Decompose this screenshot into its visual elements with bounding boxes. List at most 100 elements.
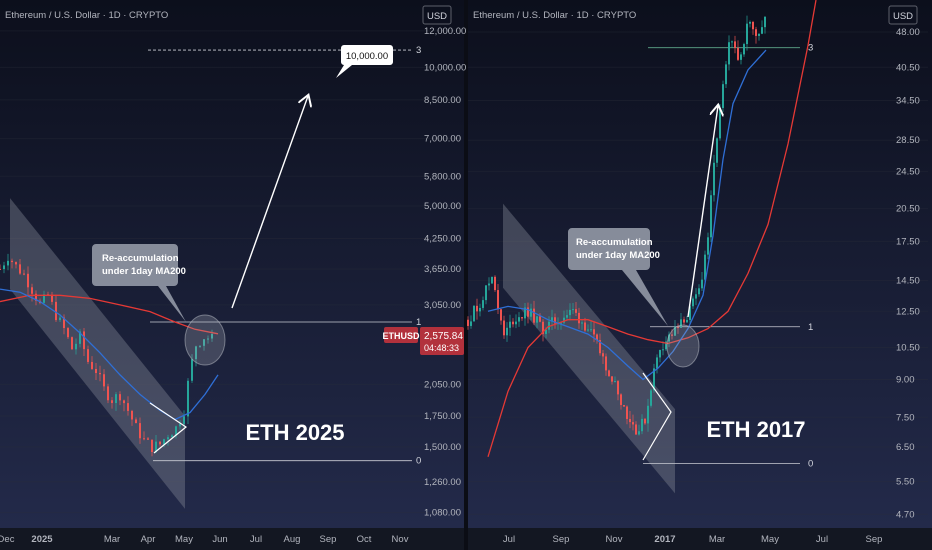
left-chart-pane[interactable]: 1 0 3 Re-accumulation under 1day MA200 10,… [0, 5, 466, 545]
candle-body [107, 386, 109, 401]
candle-body [23, 273, 25, 275]
left-pane-background [0, 0, 464, 528]
time-tick-label: Jul [250, 534, 262, 545]
candle-body [479, 307, 481, 312]
price-tick-label: 3,050.00 [424, 300, 461, 311]
candle-body [674, 326, 676, 336]
candle-body [566, 315, 568, 318]
candle-body [593, 329, 595, 335]
candle-body [563, 317, 565, 323]
price-tick-label: 10,000.00 [424, 62, 466, 73]
candle-body [199, 345, 201, 347]
candle-body [743, 44, 745, 55]
candle-body [698, 288, 700, 295]
candle-body [533, 308, 535, 323]
ma50-blue-line [487, 49, 767, 381]
candle-body [515, 321, 517, 325]
ma50-blue-line [0, 288, 219, 421]
candle-body [151, 439, 153, 452]
time-tick-label: 2017 [654, 534, 675, 545]
price-tick-label: 1,500.00 [424, 442, 461, 453]
candle-body [147, 438, 149, 440]
candle-body [716, 138, 718, 163]
candle-body [506, 327, 508, 336]
fib-level-label: 3 [416, 45, 421, 56]
candle-body [473, 305, 475, 322]
candle-body [51, 294, 53, 302]
candle-body [530, 308, 532, 317]
candle-body [584, 322, 586, 331]
candle-body [15, 262, 17, 265]
candle-body [641, 418, 643, 432]
price-axis[interactable]: 12,000.00 10,000.00 8,500.00 7,000.00 5,800.… [424, 26, 466, 519]
candle-body [608, 370, 610, 377]
candle-body [719, 107, 721, 139]
candle-body [611, 376, 613, 382]
price-tick-label: 40.50 [896, 62, 920, 73]
candle-body [111, 400, 113, 404]
candle-body [650, 390, 652, 406]
candle-body [701, 279, 703, 289]
candle-body [207, 338, 209, 340]
candle-body [488, 283, 490, 286]
candle-body [67, 328, 69, 338]
price-tick-label: 8,500.00 [424, 95, 461, 106]
price-tick-label: 1,260.00 [424, 477, 461, 488]
candle-body [680, 319, 682, 328]
candle-body [19, 264, 21, 274]
candle-body [509, 321, 511, 328]
candle-body [79, 331, 81, 344]
candle-body [11, 260, 13, 263]
price-tick-label: 4,250.00 [424, 234, 461, 245]
candle-body [569, 309, 571, 316]
candle-body [554, 317, 556, 324]
currency-button[interactable]: USD [888, 5, 918, 25]
price-tick-label: 12,000.00 [424, 26, 466, 37]
time-tick-label: Nov [606, 534, 623, 545]
price-badge-value: 2,575.84 [424, 331, 463, 342]
price-tick-label: 4.70 [896, 509, 915, 520]
left-time-axis[interactable] [0, 528, 464, 550]
candle-body [59, 317, 61, 321]
time-tick-label: Mar [709, 534, 725, 545]
right-pane-background [468, 0, 932, 528]
candle-body [536, 316, 538, 323]
price-tick-label: 6.50 [896, 442, 915, 453]
time-tick-label: May [175, 534, 193, 545]
chart-title: Ethereum / U.S. Dollar · 1D · CRYPTO [5, 10, 168, 21]
candle-body [542, 321, 544, 334]
projection-arrow [231, 96, 308, 309]
currency-button[interactable]: USD [422, 5, 452, 25]
right-time-axis[interactable] [468, 528, 932, 550]
right-chart-pane[interactable]: 1 0 3 Re-accumulation under 1day MA200 ETH… [467, 0, 928, 545]
candle-body [131, 410, 133, 420]
candle-body [740, 54, 742, 60]
candle-body [668, 334, 670, 342]
callout-line1: Re-accumulation [576, 237, 653, 248]
candle-body [614, 381, 616, 383]
candle-body [63, 317, 65, 329]
price-axis[interactable]: 48.00 40.50 34.50 28.50 24.50 20.50 17.50 14.50… [896, 27, 920, 520]
price-tick-label: 1,750.00 [424, 411, 461, 422]
candle-body [629, 418, 631, 423]
candle-body [211, 333, 213, 339]
candle-body [644, 418, 646, 424]
pane-divider[interactable] [464, 0, 468, 550]
accumulation-circle [184, 314, 226, 366]
candle-body [31, 287, 33, 294]
price-tick-label: 24.50 [896, 167, 920, 178]
candle-body [623, 405, 625, 407]
descending-channel [10, 198, 185, 509]
price-tick-label: 5,800.00 [424, 171, 461, 182]
price-tick-label: 1,080.00 [424, 508, 461, 519]
candle-body [143, 438, 145, 440]
target-label-box: 10,000.00 [336, 45, 393, 78]
candle-body [659, 349, 661, 358]
price-tick-label: 2,050.00 [424, 379, 461, 390]
price-tick-label: 10.50 [896, 342, 920, 353]
chart-title: Ethereum / U.S. Dollar · 1D · CRYPTO [473, 10, 636, 21]
fib-level-label: 1 [808, 322, 813, 333]
time-tick-label: Dec [0, 534, 15, 545]
time-tick-label: Jul [816, 534, 828, 545]
